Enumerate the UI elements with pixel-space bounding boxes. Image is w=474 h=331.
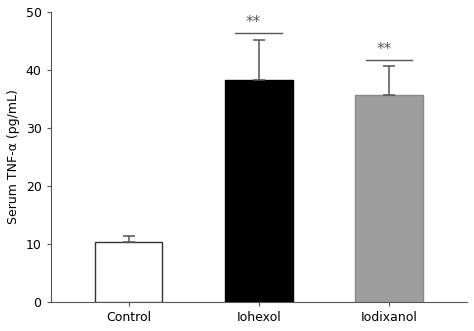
Bar (225, 80, 292, 302)
Y-axis label: Serum TNF-α (pg/mL): Serum TNF-α (pg/mL) (7, 90, 20, 224)
Bar (355, 95, 423, 302)
Text: **: ** (246, 15, 261, 30)
Bar (95, 242, 163, 302)
Text: **: ** (376, 42, 392, 57)
